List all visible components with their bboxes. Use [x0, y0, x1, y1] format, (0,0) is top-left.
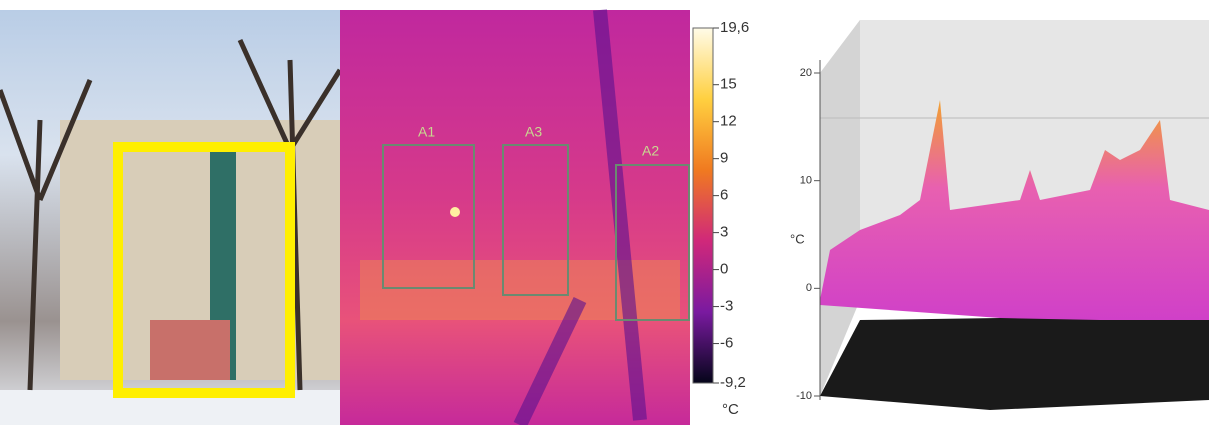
tick-label: -10 [796, 390, 812, 402]
thermal-image: A1 A3 A2 19,6 15 12 9 6 3 0 -3 -6 -9,2 °C [340, 10, 749, 425]
tick-label: 15 [720, 76, 737, 93]
colorbar [693, 28, 713, 383]
region-label: A1 [418, 124, 435, 140]
tick-label: -9,2 [720, 374, 746, 391]
region-label: A3 [525, 124, 542, 140]
tick-label: -6 [720, 335, 733, 352]
tick-label: 3 [720, 224, 728, 241]
page: A1 A3 A2 19,6 15 12 9 6 3 0 -3 -6 -9,2 °C 20 10 0 -10 … [0, 0, 1209, 425]
photo [0, 10, 340, 425]
colorbar-unit: °C [722, 401, 739, 418]
tick-label: 12 [720, 113, 737, 130]
tick-label: 10 [800, 175, 812, 187]
tick-label: 0 [806, 282, 812, 294]
tick-label: -3 [720, 298, 733, 315]
surface-plot: 20 10 0 -10 °C [790, 20, 1209, 410]
axis-label: °C [790, 231, 805, 246]
tick-label: 20 [800, 67, 812, 79]
region-label: A2 [642, 143, 659, 159]
tick-label: 19,6 [720, 19, 749, 36]
tick-label: 6 [720, 187, 728, 204]
tick-label: 0 [720, 261, 728, 278]
tick-label: 9 [720, 150, 728, 167]
